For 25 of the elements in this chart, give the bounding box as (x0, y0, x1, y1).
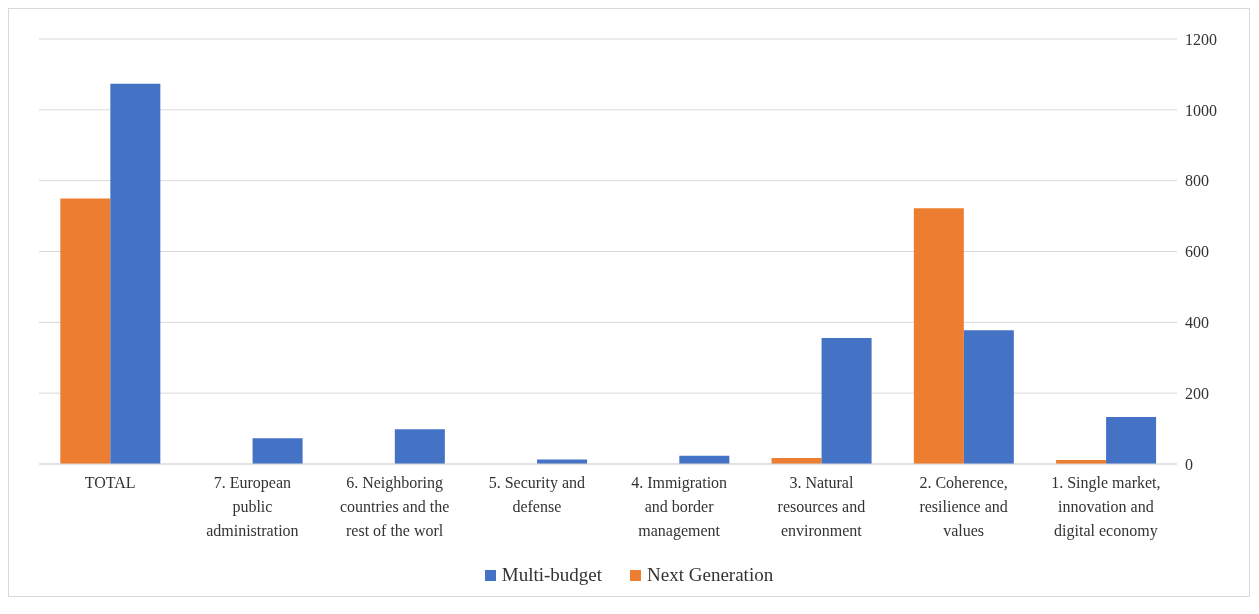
x-tick-label: 3. Natural resources and environment (777, 474, 866, 539)
x-tick-label: 6. Neighboring countries and the rest of the worl (339, 474, 450, 539)
y-tick-label: 1200 (1185, 30, 1217, 48)
bar (913, 208, 964, 464)
x-tick-label: 5. Security and defense (488, 474, 586, 515)
bar (252, 438, 303, 464)
y-tick-label: 0 (1185, 455, 1193, 473)
x-tick-label: 1. Single market, innovation and digital economy (1051, 474, 1161, 540)
x-tick-label: TOTAL (84, 474, 136, 491)
y-tick-label: 200 (1185, 384, 1209, 402)
legend-label: Multi-budget (501, 564, 603, 586)
y-tick-label: 400 (1185, 314, 1209, 332)
bar (1106, 416, 1157, 464)
bar (963, 330, 1014, 464)
bar (110, 83, 161, 464)
x-tick-label: 2. Coherence, resilience and values (919, 474, 1008, 539)
bar (821, 337, 872, 464)
x-tick-label: 4. Immigration and border management (631, 474, 728, 540)
bar (394, 429, 445, 464)
y-tick-label: 800 (1185, 172, 1209, 190)
y-tick-label: 1000 (1185, 101, 1217, 119)
bar (60, 198, 111, 464)
legend-label: Next Generation (647, 564, 774, 586)
x-tick-label: 7. European public administration (206, 474, 299, 539)
y-tick-label: 600 (1185, 243, 1209, 261)
